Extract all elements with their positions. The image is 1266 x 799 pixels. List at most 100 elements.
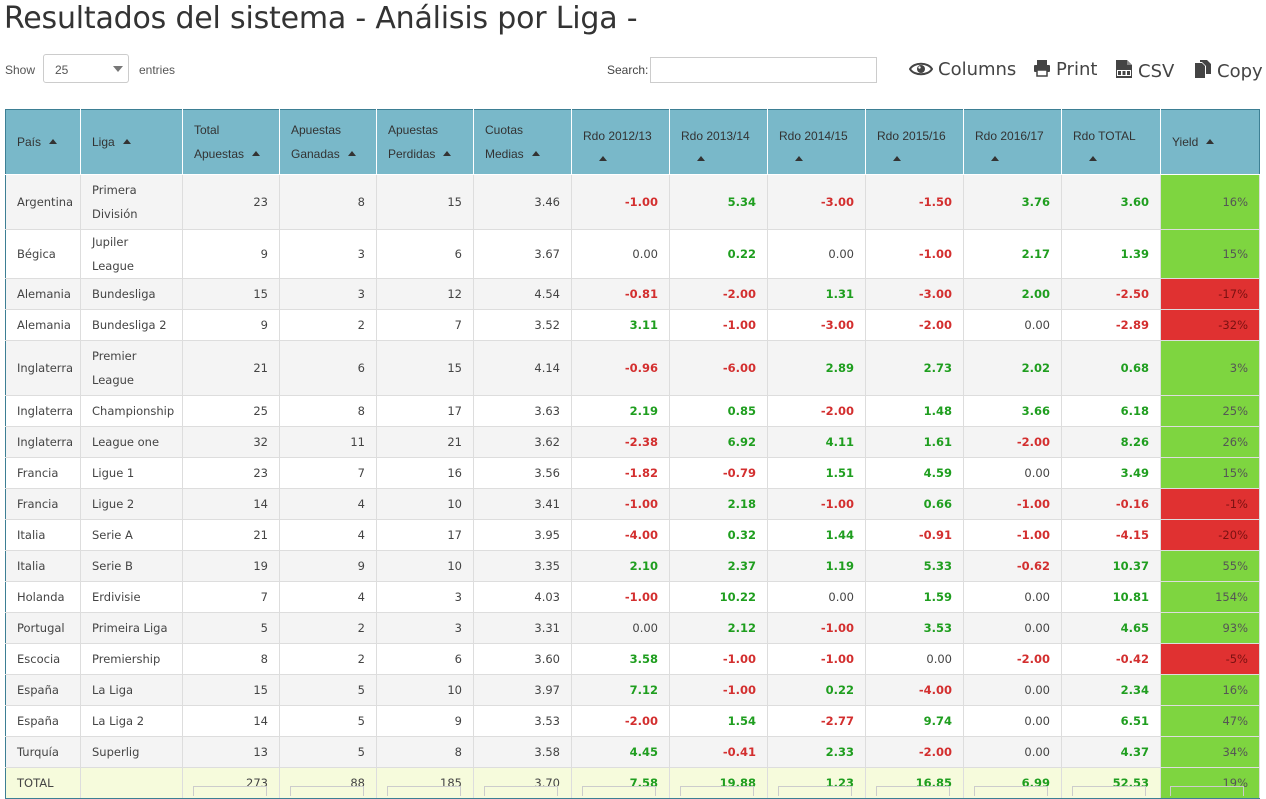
cell-total-apuestas: 21 <box>182 519 280 551</box>
column-header-cuotas-medias[interactable]: Cuotas Medias <box>473 109 572 175</box>
cell-rdo: -0.16 <box>1061 488 1161 520</box>
cell-rdo: -3.00 <box>865 278 964 310</box>
cell-rdo: 0.00 <box>571 229 670 279</box>
cell-pais: Italia <box>5 519 81 551</box>
cell-rdo: 4.59 <box>865 457 964 489</box>
column-filter-input[interactable] <box>1072 786 1146 796</box>
cell-rdo: -0.96 <box>571 340 670 396</box>
cell-total-apuestas: 25 <box>182 395 280 427</box>
column-filter-input[interactable] <box>193 786 267 796</box>
cell-yield: 25% <box>1160 395 1260 427</box>
column-header-apuestas-ganadas[interactable]: Apuestas Ganadas <box>279 109 377 175</box>
search-input[interactable] <box>650 57 877 83</box>
column-header-total-apuestas[interactable]: Total Apuestas <box>182 109 280 175</box>
column-filter-input[interactable] <box>582 786 656 796</box>
column-header-label: Apuestas <box>388 123 439 137</box>
cell-total-apuestas: 19 <box>182 550 280 582</box>
copy-button[interactable]: Copy <box>1194 59 1263 82</box>
sort-asc-icon <box>1089 155 1097 161</box>
cell-total-apuestas: 15 <box>182 674 280 706</box>
column-header-pais[interactable]: País <box>5 109 81 175</box>
cell-liga-line: División <box>92 207 138 221</box>
sort-asc-icon <box>697 155 705 161</box>
cell-liga: Championship <box>80 395 183 427</box>
cell-yield: 3% <box>1160 340 1260 396</box>
cell-rdo: 2.12 <box>669 612 768 644</box>
cell-total-apuestas: 14 <box>182 705 280 737</box>
cell-rdo: -2.00 <box>963 643 1062 675</box>
csv-button[interactable]: CSV <box>1115 59 1174 82</box>
cell-apuestas-ganadas: 5 <box>279 674 377 706</box>
cell-total-apuestas: 7 <box>182 581 280 613</box>
entries-select[interactable]: 25 <box>43 54 129 83</box>
cell-rdo: 10.37 <box>1061 550 1161 582</box>
column-header-rdo-2014-15[interactable]: Rdo 2014/15 <box>767 109 866 175</box>
column-header-rdo-2015-16[interactable]: Rdo 2015/16 <box>865 109 964 175</box>
cell-liga: Serie A <box>80 519 183 551</box>
column-header-rdo-total[interactable]: Rdo TOTAL <box>1061 109 1161 175</box>
cell-rdo: -1.00 <box>963 488 1062 520</box>
cell-rdo: 1.61 <box>865 426 964 458</box>
table-row: Inglaterra Championship 25 8 17 3.63 2.19 0.85-… <box>5 395 1260 427</box>
cell-liga: Premier League <box>80 340 183 396</box>
column-filter-input[interactable] <box>974 786 1048 796</box>
cell-rdo: 6.51 <box>1061 705 1161 737</box>
cell-yield: 15% <box>1160 229 1260 279</box>
cell-pais: Escocia <box>5 643 81 675</box>
column-filter-input[interactable] <box>290 786 364 796</box>
cell-rdo: -4.15 <box>1061 519 1161 551</box>
column-filter-input[interactable] <box>484 786 558 796</box>
column-header-rdo-2016-17[interactable]: Rdo 2016/17 <box>963 109 1062 175</box>
entries-label: entries <box>139 63 176 77</box>
column-filter-input[interactable] <box>1170 786 1244 796</box>
cell-apuestas-perdidas: 16 <box>376 457 474 489</box>
cell-apuestas-perdidas: 17 <box>376 519 474 551</box>
csv-label: CSV <box>1138 61 1175 82</box>
cell-rdo: 0.00 <box>963 736 1062 768</box>
results-table: País Liga Total Apuestas Apuestas Ganadas … <box>5 109 1260 799</box>
column-filter-input[interactable] <box>876 786 950 796</box>
column-header-rdo-2012-13[interactable]: Rdo 2012/13 <box>571 109 670 175</box>
cell-cuotas-medias: 3.53 <box>473 705 572 737</box>
cell-rdo: 0.00 <box>963 457 1062 489</box>
cell-rdo: -1.00 <box>571 488 670 520</box>
column-filter-input[interactable] <box>778 786 852 796</box>
column-filter-input[interactable] <box>387 786 461 796</box>
print-button[interactable]: Print <box>1033 59 1097 80</box>
columns-button[interactable]: Columns <box>908 59 1016 80</box>
column-filter-row <box>0 786 1266 796</box>
table-row: Portugal Primeira Liga 5 2 3 3.31 0.00 2.12 -1.0… <box>5 612 1260 644</box>
column-header-yield[interactable]: Yield <box>1160 109 1260 175</box>
column-header-label: Total <box>194 123 220 137</box>
cell-apuestas-perdidas: 6 <box>376 229 474 279</box>
sort-asc-icon <box>991 155 999 161</box>
cell-liga-line: Serie A <box>92 528 133 542</box>
sort-asc-icon <box>893 155 901 161</box>
table-row: Turquía Superlig 13 5 8 3.58 4.45 -0.41 2.33 -2.0… <box>5 736 1260 768</box>
column-header-liga[interactable]: Liga <box>80 109 183 175</box>
cell-apuestas-perdidas: 8 <box>376 736 474 768</box>
cell-rdo: 0.00 <box>865 643 964 675</box>
cell-rdo: 2.17 <box>963 229 1062 279</box>
cell-apuestas-perdidas: 15 <box>376 174 474 230</box>
cell-rdo: -2.00 <box>963 426 1062 458</box>
cell-yield: 16% <box>1160 674 1260 706</box>
column-header-rdo-2013-14[interactable]: Rdo 2013/14 <box>669 109 768 175</box>
cell-apuestas-ganadas: 4 <box>279 581 377 613</box>
cell-rdo: 5.33 <box>865 550 964 582</box>
column-header-apuestas-perdidas[interactable]: Apuestas Perdidas <box>376 109 474 175</box>
cell-yield: -20% <box>1160 519 1260 551</box>
cell-apuestas-perdidas: 17 <box>376 395 474 427</box>
sort-asc-icon <box>1206 139 1215 144</box>
column-filter-input[interactable] <box>680 786 754 796</box>
cell-rdo: 4.45 <box>571 736 670 768</box>
cell-rdo: 1.54 <box>669 705 768 737</box>
column-header-label: Rdo 2013/14 <box>681 128 750 143</box>
cell-yield: 26% <box>1160 426 1260 458</box>
cell-rdo: 0.00 <box>963 612 1062 644</box>
cell-rdo: 3.49 <box>1061 457 1161 489</box>
cell-apuestas-perdidas: 6 <box>376 643 474 675</box>
cell-rdo: -1.50 <box>865 174 964 230</box>
cell-rdo: 0.00 <box>963 705 1062 737</box>
cell-total-apuestas: 23 <box>182 457 280 489</box>
